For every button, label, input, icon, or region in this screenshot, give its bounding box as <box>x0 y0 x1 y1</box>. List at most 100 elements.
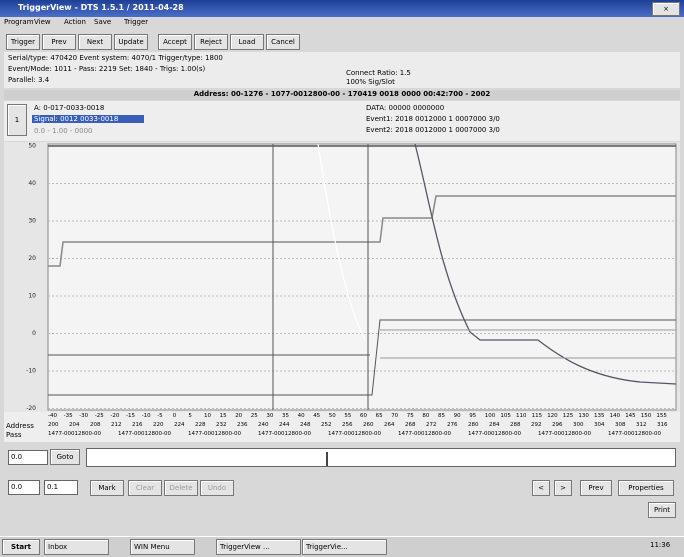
menu-item[interactable]: Program <box>4 18 34 26</box>
menu-item[interactable]: Trigger <box>124 18 148 26</box>
goto-input[interactable]: 0.0 <box>8 450 48 465</box>
toolbar-button[interactable]: Prev <box>42 34 76 50</box>
clear-button[interactable]: Clear <box>128 480 162 496</box>
taskbar-item[interactable]: TriggerVie... <box>302 539 387 555</box>
menu-item[interactable]: Save <box>94 18 111 26</box>
address-value: 208 <box>90 422 101 428</box>
x-tick-label: 100 <box>485 413 496 419</box>
pass-value: 1477-00012800-00 <box>468 431 521 437</box>
x-tick-label: -25 <box>95 413 104 419</box>
clock: 11:36 <box>650 541 670 549</box>
address-value: 240 <box>258 422 269 428</box>
address-value: 292 <box>531 422 542 428</box>
pass-value: 1477-00012800-00 <box>328 431 381 437</box>
goto-button[interactable]: Goto <box>50 449 80 465</box>
y-tick-label: 40 <box>28 180 36 187</box>
x-tick-label: -15 <box>126 413 135 419</box>
y-tick-label: 10 <box>28 293 36 300</box>
address-value: 284 <box>489 422 500 428</box>
right-button[interactable]: > <box>554 480 572 496</box>
menu-item[interactable]: Action <box>64 18 86 26</box>
x-tick-label: 55 <box>344 413 351 419</box>
address-value: 308 <box>615 422 626 428</box>
to-input[interactable]: 0.1 <box>44 480 78 495</box>
legend-selected[interactable]: Signal: 0012 0033-0018 <box>32 115 144 123</box>
address-value: 204 <box>69 422 80 428</box>
delete-button[interactable]: Delete <box>164 480 198 496</box>
address-value: 252 <box>321 422 332 428</box>
x-tick-label: 135 <box>594 413 605 419</box>
left-button[interactable]: < <box>532 480 550 496</box>
scroll-track[interactable] <box>86 448 676 467</box>
x-tick-label: 75 <box>407 413 414 419</box>
info-line: Event/Mode: 1011 - Pass: 2219 Set: 1840 … <box>8 65 205 73</box>
x-tick-label: 95 <box>469 413 476 419</box>
x-tick-label: -40 <box>48 413 57 419</box>
close-button[interactable]: × <box>652 2 680 16</box>
x-tick-label: 120 <box>547 413 558 419</box>
x-tick-label: 130 <box>578 413 589 419</box>
x-tick-label: 110 <box>516 413 527 419</box>
start-button[interactable]: Start <box>2 539 40 555</box>
info-line: Connect Ratio: 1.5 <box>346 69 411 77</box>
x-tick-label: 35 <box>282 413 289 419</box>
y-tick-label: 50 <box>28 143 36 150</box>
pass-value: 1477-00012800-00 <box>48 431 101 437</box>
toolbar-button[interactable]: Cancel <box>266 34 300 50</box>
pass-value: 1477-00012800-00 <box>188 431 241 437</box>
x-tick-label: 65 <box>376 413 383 419</box>
address-value: 248 <box>300 422 311 428</box>
detail: DATA: 00000 0000000 <box>366 104 444 112</box>
legend-sub: 0.0 - 1.00 - 0000 <box>34 127 93 135</box>
toolbar-button[interactable]: Trigger <box>6 34 40 50</box>
taskbar-item[interactable]: Inbox <box>44 539 109 555</box>
toolbar-button[interactable]: Reject <box>194 34 228 50</box>
toolbar-button[interactable]: Load <box>230 34 264 50</box>
scroll-thumb[interactable] <box>326 452 328 466</box>
taskbar-item[interactable]: WIN Menu <box>130 539 195 555</box>
address-value: 236 <box>237 422 248 428</box>
from-input[interactable]: 0.0 <box>8 480 40 495</box>
detail: Event1: 2018 0012000 1 0007000 3/0 <box>366 115 500 123</box>
toolbar-button[interactable]: Next <box>78 34 112 50</box>
x-tick-label: 20 <box>235 413 242 419</box>
x-tick-label: 50 <box>329 413 336 419</box>
address-value: 280 <box>468 422 479 428</box>
address-value: 300 <box>573 422 584 428</box>
address-value: 216 <box>132 422 143 428</box>
x-tick-label: 60 <box>360 413 367 419</box>
mark-button[interactable]: Mark <box>90 480 124 496</box>
screen: TriggerView - DTS 1.5.1 / 2011-04-28 × P… <box>0 0 684 556</box>
address-value: 288 <box>510 422 521 428</box>
prev-button[interactable]: Prev <box>580 480 612 496</box>
legend-button[interactable]: 1 <box>7 104 27 136</box>
undo-button[interactable]: Undo <box>200 480 234 496</box>
address-value: 296 <box>552 422 563 428</box>
address-value: 316 <box>657 422 668 428</box>
toolbar-button[interactable]: Update <box>114 34 148 50</box>
pass-value: 1477-00012800-00 <box>398 431 451 437</box>
x-tick-label: 85 <box>438 413 445 419</box>
taskbar-item[interactable]: TriggerView ... <box>216 539 301 555</box>
x-tick-label: 145 <box>625 413 636 419</box>
menu-item[interactable]: View <box>34 18 51 26</box>
x-tick-label: 25 <box>251 413 258 419</box>
x-tick-label: -35 <box>64 413 73 419</box>
address-value: 304 <box>594 422 605 428</box>
address-value: 256 <box>342 422 353 428</box>
properties-button[interactable]: Properties <box>618 480 674 496</box>
x-tick-label: 10 <box>204 413 211 419</box>
x-tick-label: 30 <box>266 413 273 419</box>
x-tick-label: 40 <box>298 413 305 419</box>
detail: Event2: 2018 0012000 1 0007000 3/0 <box>366 126 500 134</box>
legend-name: A: 0-017-0033-0018 <box>34 104 104 112</box>
x-tick-label: 5 <box>188 413 192 419</box>
info-line: Serial/type: 470420 Event system: 4070/1… <box>8 54 223 62</box>
x-tick-label: 105 <box>500 413 511 419</box>
toolbar-button[interactable]: Accept <box>158 34 192 50</box>
y-tick-label: 30 <box>28 218 36 225</box>
x-tick-label: 150 <box>641 413 652 419</box>
y-tick-label: -20 <box>26 405 36 412</box>
print-button[interactable]: Print <box>648 502 676 518</box>
